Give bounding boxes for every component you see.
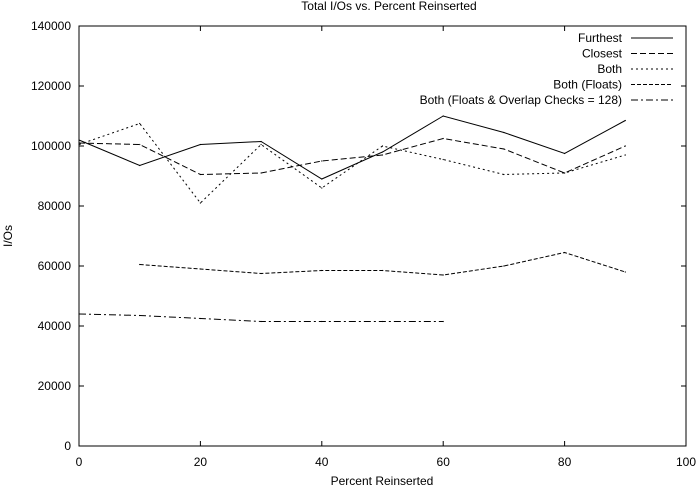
- data-point: [321, 178, 323, 180]
- data-point: [139, 122, 141, 125]
- series-layer: [78, 115, 626, 323]
- y-tick-label: 80000: [38, 199, 72, 213]
- data-point: [260, 172, 262, 174]
- data-point: [503, 131, 505, 134]
- data-point: [199, 268, 201, 270]
- y-axis-label: I/Os: [1, 225, 15, 247]
- y-tick-label: 0: [64, 439, 71, 453]
- legend-label: Both: [597, 62, 622, 76]
- data-point: [260, 320, 262, 323]
- data-point: [78, 143, 80, 146]
- plot-frame: [78, 25, 687, 447]
- data-point: [199, 317, 201, 320]
- data-point: [78, 139, 80, 141]
- x-tick-label: 40: [315, 455, 329, 469]
- data-point: [624, 145, 626, 147]
- data-point: [78, 142, 80, 144]
- y-axis: 0 20000 40000 60000 80000 100000 120000 140000: [31, 19, 686, 453]
- data-point: [624, 119, 626, 122]
- data-point: [381, 320, 384, 323]
- data-point: [139, 314, 141, 317]
- series-line-3: [78, 122, 626, 204]
- legend-label: Both (Floats & Overlap Checks = 128): [420, 93, 622, 107]
- data-point: [260, 272, 262, 275]
- series-line-5: [78, 313, 444, 322]
- data-point: [503, 148, 505, 150]
- y-tick-label: 40000: [38, 319, 72, 333]
- x-tick-label: 60: [437, 455, 451, 469]
- y-tick-label: 120000: [31, 79, 71, 93]
- data-point: [78, 313, 80, 315]
- data-point: [564, 251, 566, 254]
- chart-title: Total I/Os vs. Percent Reinserted: [301, 0, 476, 13]
- data-point: [442, 137, 444, 140]
- y-tick-label: 140000: [31, 19, 71, 33]
- data-point: [199, 173, 201, 176]
- data-point: [199, 202, 201, 204]
- data-point: [442, 115, 444, 117]
- series-line-4: [139, 251, 626, 276]
- data-point: [381, 145, 384, 147]
- data-point: [139, 164, 141, 167]
- data-point: [503, 173, 505, 176]
- data-point: [442, 158, 444, 161]
- data-point: [442, 320, 444, 323]
- data-point: [381, 269, 384, 272]
- data-point: [260, 140, 262, 143]
- x-tick-label: 0: [76, 455, 83, 469]
- x-tick-label: 20: [194, 455, 208, 469]
- legend-label: Both (Floats): [553, 78, 622, 92]
- legend-label: Closest: [582, 47, 623, 61]
- data-point: [139, 143, 141, 146]
- data-point: [321, 160, 323, 162]
- data-point: [260, 143, 262, 146]
- x-tick-label: 80: [558, 455, 572, 469]
- legend-label: Furthest: [578, 31, 623, 45]
- data-point: [321, 320, 323, 323]
- data-point: [381, 154, 384, 156]
- y-tick-label: 20000: [38, 379, 72, 393]
- y-tick-label: 60000: [38, 259, 72, 273]
- data-point: [564, 152, 566, 155]
- data-point: [442, 274, 444, 276]
- y-tick-label: 100000: [31, 139, 71, 153]
- x-axis: 0 20 40 60 80 100: [76, 26, 696, 469]
- data-point: [199, 143, 201, 146]
- data-point: [624, 154, 626, 156]
- x-axis-label: Percent Reinserted: [331, 474, 434, 486]
- series-line-1: [78, 115, 626, 180]
- data-point: [381, 151, 384, 153]
- data-point: [503, 265, 505, 267]
- data-point: [321, 187, 323, 189]
- x-tick-label: 100: [676, 455, 696, 469]
- data-point: [564, 172, 566, 174]
- data-point: [624, 271, 626, 273]
- series-line-2: [78, 137, 626, 176]
- data-point: [139, 263, 141, 266]
- data-point: [321, 269, 323, 272]
